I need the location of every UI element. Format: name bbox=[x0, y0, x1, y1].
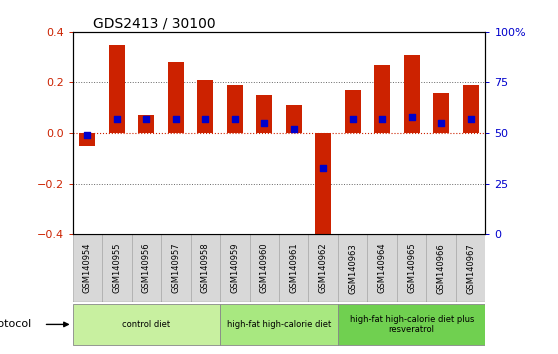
Text: GSM140963: GSM140963 bbox=[348, 243, 357, 293]
Bar bbox=[403, 55, 420, 133]
Text: high-fat high-calorie diet: high-fat high-calorie diet bbox=[227, 320, 331, 329]
Text: GSM140965: GSM140965 bbox=[407, 243, 416, 293]
Bar bbox=[132, 234, 161, 302]
Point bbox=[378, 116, 387, 122]
Text: GSM140959: GSM140959 bbox=[230, 243, 239, 293]
Bar bbox=[227, 85, 243, 133]
Bar bbox=[220, 234, 249, 302]
Point bbox=[83, 132, 92, 138]
Text: protocol: protocol bbox=[0, 319, 31, 330]
Text: GDS2413 / 30100: GDS2413 / 30100 bbox=[93, 17, 216, 31]
Bar bbox=[256, 95, 272, 133]
Point bbox=[230, 116, 239, 122]
Bar bbox=[374, 65, 391, 133]
Bar bbox=[249, 234, 279, 302]
Text: control diet: control diet bbox=[122, 320, 170, 329]
Point bbox=[260, 120, 269, 126]
Bar bbox=[338, 234, 368, 302]
Text: GSM140957: GSM140957 bbox=[171, 243, 180, 293]
Bar bbox=[463, 85, 479, 133]
Point bbox=[112, 116, 121, 122]
Bar bbox=[426, 234, 456, 302]
Point bbox=[407, 114, 416, 120]
Text: GSM140961: GSM140961 bbox=[289, 243, 298, 293]
Text: GSM140962: GSM140962 bbox=[319, 243, 328, 293]
Point bbox=[437, 120, 446, 126]
Bar bbox=[79, 133, 95, 146]
Point bbox=[466, 116, 475, 122]
Bar bbox=[433, 93, 449, 133]
Bar bbox=[309, 234, 338, 302]
Point bbox=[348, 116, 357, 122]
Bar bbox=[397, 234, 426, 302]
Point bbox=[319, 165, 328, 170]
Bar bbox=[345, 90, 361, 133]
Bar bbox=[315, 133, 331, 239]
Point bbox=[142, 116, 151, 122]
Text: GSM140954: GSM140954 bbox=[83, 243, 92, 293]
Bar bbox=[73, 304, 220, 345]
Text: GSM140958: GSM140958 bbox=[201, 243, 210, 293]
Bar bbox=[102, 234, 132, 302]
Text: GSM140956: GSM140956 bbox=[142, 243, 151, 293]
Bar bbox=[73, 234, 102, 302]
Bar bbox=[167, 62, 184, 133]
Bar bbox=[197, 80, 213, 133]
Text: high-fat high-calorie diet plus
resveratrol: high-fat high-calorie diet plus resverat… bbox=[349, 315, 474, 334]
Bar bbox=[138, 115, 155, 133]
Bar bbox=[456, 234, 485, 302]
Text: GSM140955: GSM140955 bbox=[112, 243, 121, 293]
Text: GSM140967: GSM140967 bbox=[466, 243, 475, 293]
Text: GSM140966: GSM140966 bbox=[437, 243, 446, 293]
Point bbox=[289, 126, 298, 132]
Text: GSM140964: GSM140964 bbox=[378, 243, 387, 293]
Point bbox=[171, 116, 180, 122]
Bar bbox=[338, 304, 485, 345]
Bar bbox=[220, 304, 338, 345]
Point bbox=[201, 116, 210, 122]
Bar bbox=[161, 234, 190, 302]
Bar bbox=[368, 234, 397, 302]
Bar bbox=[190, 234, 220, 302]
Bar bbox=[286, 105, 302, 133]
Bar bbox=[279, 234, 309, 302]
Bar bbox=[109, 45, 125, 133]
Text: GSM140960: GSM140960 bbox=[260, 243, 269, 293]
